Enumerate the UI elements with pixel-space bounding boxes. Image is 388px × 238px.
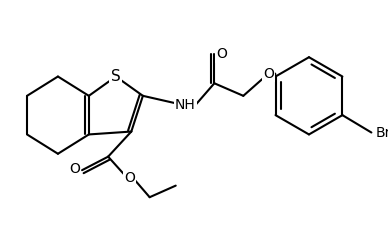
Text: O: O [69, 162, 80, 176]
Text: NH: NH [175, 99, 196, 113]
Text: O: O [217, 47, 227, 61]
Text: Br: Br [375, 125, 388, 139]
Text: O: O [124, 171, 135, 185]
Text: S: S [111, 69, 121, 84]
Text: O: O [263, 67, 274, 81]
